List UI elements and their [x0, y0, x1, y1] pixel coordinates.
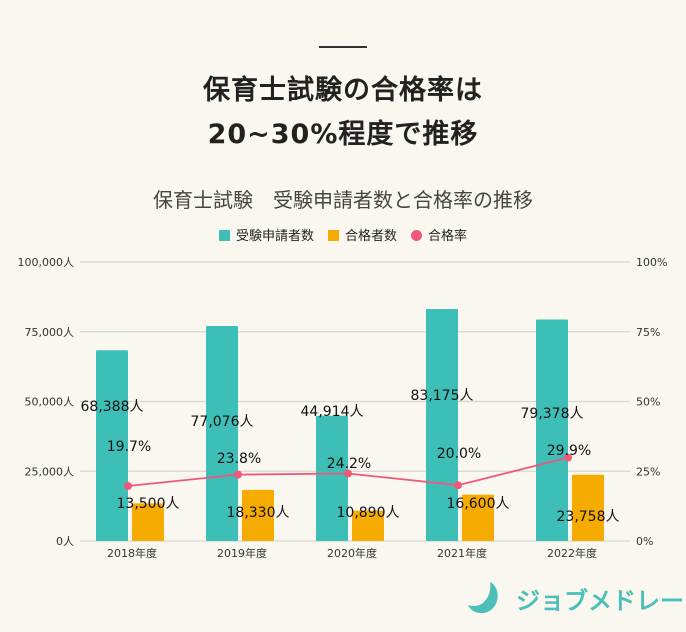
rate-point: [344, 469, 352, 478]
legend-applicants: 受験申請者数: [218, 225, 314, 244]
label-rate: 23.8%: [217, 451, 261, 467]
label-rate: 29.9%: [547, 443, 591, 459]
bar-passed: [572, 474, 604, 541]
left-axis-tick: 25,000人: [25, 465, 75, 478]
legend-swatch: [218, 230, 230, 241]
left-axis-tick: 0人: [56, 535, 74, 548]
left-axis-tick: 50,000人: [25, 396, 75, 409]
label-rate: 24.2%: [327, 456, 371, 472]
legend-label: 合格者数: [344, 229, 397, 244]
brand-name: ジョブメドレー: [516, 586, 684, 615]
x-axis-tick: 2021年度: [437, 546, 487, 560]
divider: [319, 46, 367, 48]
x-axis-tick: 2022年度: [547, 546, 597, 560]
label-applicants: 79,378人: [521, 406, 584, 422]
label-passed: 23,758人: [557, 509, 620, 525]
label-applicants: 83,175人: [411, 388, 474, 404]
x-axis-tick: 2020年度: [327, 546, 377, 560]
label-applicants: 77,076人: [191, 414, 254, 430]
x-axis-tick: 2018年度: [107, 546, 157, 560]
label-applicants: 68,388人: [81, 399, 144, 415]
brand-mark-icon: [468, 582, 498, 614]
headline-line2: 20~30%程度で推移: [207, 119, 479, 150]
legend-rate: 合格率: [411, 225, 467, 244]
bar-passed: [462, 494, 494, 541]
legend-label: 合格率: [428, 229, 468, 244]
left-axis-tick: 75,000人: [25, 326, 75, 339]
brand-logo: ジョブメドレー: [466, 580, 684, 616]
legend-swatch: [327, 230, 339, 241]
bar-applicants: [316, 415, 348, 541]
right-axis-tick: 75%: [636, 326, 660, 339]
label-applicants: 44,914人: [301, 404, 364, 420]
right-axis-tick: 50%: [636, 396, 660, 409]
x-axis-tick: 2019年度: [217, 546, 267, 560]
headline-line1: 保育士試験の合格率は: [203, 75, 483, 106]
legend: 受験申請者数 合格者数 合格率: [0, 225, 686, 244]
bar-passed: [132, 503, 164, 541]
legend-label: 受験申請者数: [235, 229, 314, 244]
label-rate: 20.0%: [437, 446, 481, 462]
chart-plot: 0人 0% 25,000人 25% 50,000人 50% 75,000人 75% 100,00…: [18, 256, 668, 560]
chart-title: 保育士試験 受験申請者数と合格率の推移: [153, 188, 533, 212]
label-passed: 18,330人: [227, 505, 290, 521]
bar-applicants: [206, 325, 238, 541]
label-passed: 16,600人: [447, 496, 510, 512]
label-passed: 13,500人: [117, 496, 180, 512]
rate-point: [454, 481, 462, 490]
label-rate: 19.7%: [107, 439, 151, 455]
bar-applicants: [96, 350, 128, 541]
right-axis-tick: 25%: [636, 465, 660, 478]
label-passed: 10,890人: [337, 505, 400, 521]
rate-point: [564, 453, 572, 462]
bar-passed: [352, 510, 384, 541]
bar-passed: [242, 489, 274, 541]
rate-point: [234, 470, 242, 479]
left-axis-tick: 100,000人: [18, 256, 75, 269]
rate-point: [124, 482, 132, 491]
right-axis-tick: 0%: [636, 535, 653, 548]
legend-passed: 合格者数: [327, 225, 397, 244]
legend-swatch: [411, 230, 422, 241]
right-axis-tick: 100%: [636, 256, 667, 269]
bar-applicants: [536, 319, 568, 541]
